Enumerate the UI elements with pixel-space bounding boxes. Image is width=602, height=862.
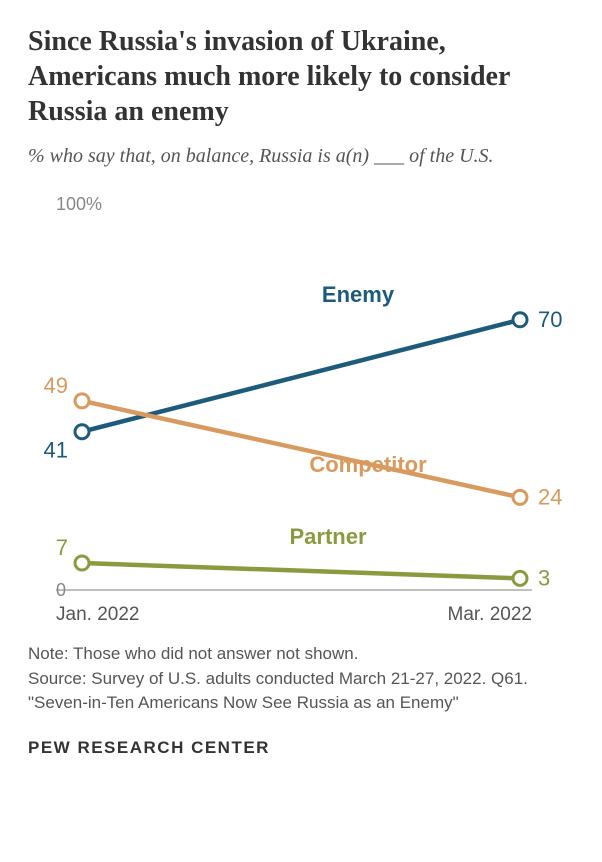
x-axis-right-label: Mar. 2022: [448, 604, 533, 625]
report-line: "Seven-in-Ten Americans Now See Russia a…: [28, 691, 574, 716]
chart-svg: 100% 0 Jan. 2022 Mar. 2022 41 70 Enemy 49 24 Comp…: [28, 192, 574, 632]
note-line: Note: Those who did not answer not shown…: [28, 642, 574, 667]
series-label-enemy: Enemy: [322, 282, 395, 307]
marker-enemy-left: [75, 425, 89, 439]
slope-chart: 100% 0 Jan. 2022 Mar. 2022 41 70 Enemy 49 24 Comp…: [28, 192, 574, 632]
brand-attribution: PEW RESEARCH CENTER: [28, 738, 574, 758]
marker-competitor-left: [75, 394, 89, 408]
series-label-competitor: Competitor: [309, 452, 427, 477]
value-partner-left: 7: [56, 535, 68, 560]
marker-partner-right: [513, 571, 527, 585]
value-enemy-right: 70: [538, 307, 562, 332]
x-axis-left-label: Jan. 2022: [56, 604, 139, 625]
value-partner-right: 3: [538, 565, 550, 590]
source-line: Source: Survey of U.S. adults conducted …: [28, 667, 574, 692]
footnotes: Note: Those who did not answer not shown…: [28, 642, 574, 716]
value-competitor-left: 49: [44, 373, 68, 398]
chart-title: Since Russia's invasion of Ukraine, Amer…: [28, 24, 574, 129]
series-label-partner: Partner: [289, 524, 366, 549]
series-line-partner: [82, 563, 520, 578]
y-axis-max-label: 100%: [56, 194, 102, 214]
chart-subtitle: % who say that, on balance, Russia is a(…: [28, 143, 574, 170]
series-line-competitor: [82, 401, 520, 498]
y-axis-zero-label: 0: [56, 580, 66, 600]
marker-partner-left: [75, 556, 89, 570]
value-enemy-left: 41: [44, 438, 68, 463]
value-competitor-right: 24: [538, 484, 562, 509]
marker-competitor-right: [513, 490, 527, 504]
marker-enemy-right: [513, 313, 527, 327]
